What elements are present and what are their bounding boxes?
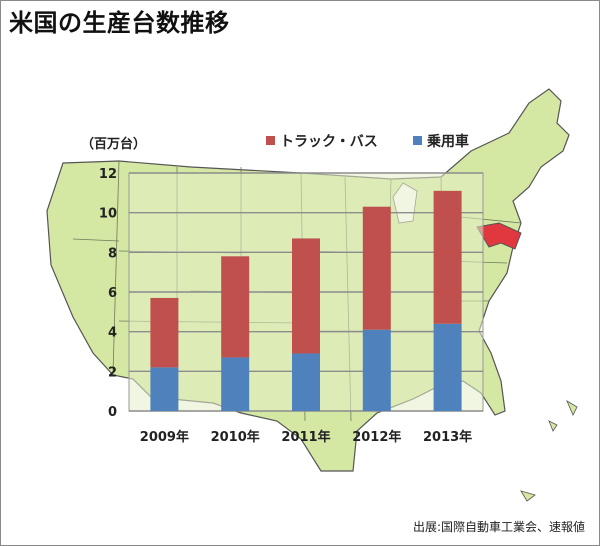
y-axis-unit-label: （百万台） [81,137,147,152]
bar-passenger-0 [150,367,179,411]
chart-title: 米国の生産台数推移 [9,9,230,37]
y-tick-label: 0 [108,405,117,420]
legend-item-passenger: 乗用車 [413,131,469,151]
legend-item-truck-bus: トラック・バス [266,131,378,151]
x-tick-label: 2011年 [281,429,330,445]
bar-truck-bus-1 [221,256,250,358]
plot-area: 0 2 4 6 8 10 12 2009年 2010年 2011年 2012年 2013年 [99,167,484,445]
y-tick-label: 4 [108,326,117,341]
bar-passenger-1 [221,357,250,411]
x-tick-label: 2010年 [211,429,260,445]
x-tick-label: 2012年 [352,429,401,445]
source-note: 出展:国際自動車工業会、速報値 [412,520,585,534]
legend-label-truck-bus: トラック・バス [280,134,378,150]
y-tick-label: 10 [99,207,117,222]
bar-truck-bus-3 [362,206,391,330]
legend-label-passenger: 乗用車 [427,134,469,150]
bar-passenger-3 [362,329,391,411]
island-outlines [520,400,578,502]
bar-passenger-4 [433,323,462,411]
y-tick-label: 12 [99,167,117,182]
state-border [112,160,120,376]
state-border [72,238,120,242]
x-tick-label: 2013年 [423,429,472,445]
legend-swatch-passenger [413,136,422,145]
x-tick-label: 2009年 [140,429,189,445]
bar-truck-bus-4 [433,190,462,324]
y-tick-label: 6 [108,286,117,301]
bar-truck-bus-2 [292,238,320,354]
bar-truck-bus-0 [150,297,179,368]
y-tick-label: 8 [108,246,117,261]
legend-swatch-truck-bus [266,136,275,145]
highlighted-state [476,222,522,250]
bar-passenger-2 [292,353,320,411]
y-tick-label: 2 [108,365,117,380]
